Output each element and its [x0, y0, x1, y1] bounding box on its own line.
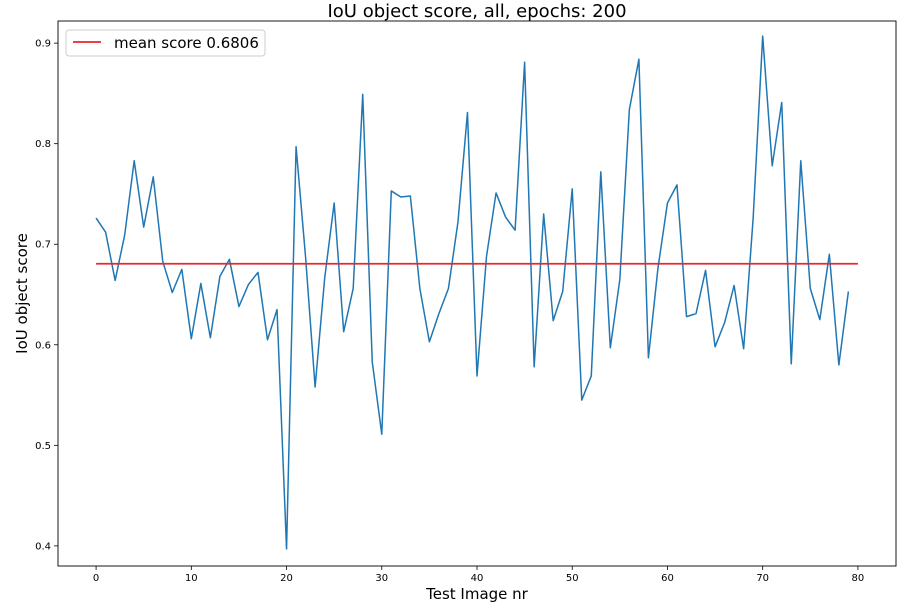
x-tick-label: 80	[852, 573, 865, 584]
y-axis-title: IoU object score	[13, 233, 31, 354]
y-tick-label: 0.4	[35, 541, 51, 552]
x-axis-title: Test Image nr	[425, 585, 529, 603]
x-tick-label: 70	[756, 573, 769, 584]
x-tick-label: 30	[375, 573, 388, 584]
legend-box	[65, 29, 266, 57]
y-tick-label: 0.5	[35, 441, 51, 452]
y-tick-label: 0.6	[35, 340, 51, 351]
series-line-iou-score	[95, 35, 850, 550]
x-tick-label: 50	[566, 573, 579, 584]
x-tick-label: 10	[185, 573, 198, 584]
y-axis: 0.4 0.5 0.6 0.7 0.8 0.9	[35, 39, 58, 552]
x-axis: 0 10 20 30 40 50 60 70 80	[93, 566, 864, 584]
x-tick-label: 0	[93, 573, 99, 584]
x-tick-label: 20	[280, 573, 293, 584]
legend-label-mean-score: mean score 0.6806	[114, 34, 259, 52]
legend: mean score 0.6806	[65, 29, 266, 57]
x-tick-label: 40	[471, 573, 484, 584]
x-tick-label: 60	[661, 573, 674, 584]
y-tick-label: 0.9	[35, 39, 51, 50]
y-tick-label: 0.7	[35, 240, 51, 251]
y-tick-label: 0.8	[35, 139, 51, 150]
chart-title: IoU object score, all, epochs: 200	[327, 1, 626, 22]
